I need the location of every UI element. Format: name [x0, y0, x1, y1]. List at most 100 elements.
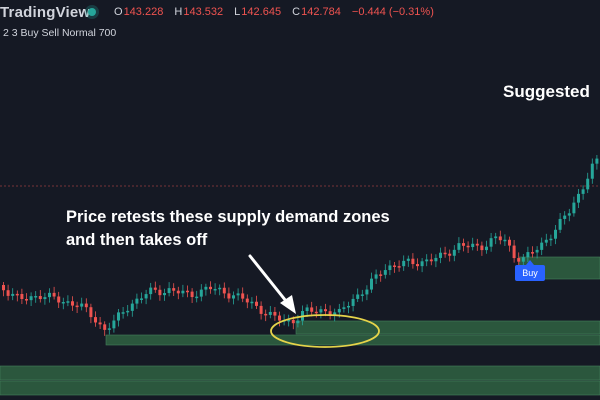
- bull-candle: [526, 252, 530, 258]
- bull-candle: [199, 289, 203, 297]
- bear-candle: [94, 317, 97, 323]
- bear-candle: [531, 252, 534, 254]
- bear-candle: [2, 285, 5, 291]
- bull-candle: [29, 296, 33, 301]
- bull-candle: [563, 215, 567, 219]
- bear-candle: [255, 301, 258, 306]
- bear-candle: [379, 274, 383, 276]
- retest-highlight-ellipse: [270, 314, 380, 348]
- demand-zone-5: [0, 380, 600, 396]
- bull-candle: [494, 236, 498, 239]
- bear-candle: [314, 311, 318, 314]
- bear-candle: [328, 311, 332, 316]
- bull-candle: [218, 287, 222, 290]
- bull-candle: [388, 265, 392, 271]
- bear-candle: [15, 293, 19, 296]
- bull-candle: [471, 243, 475, 248]
- bull-candle: [34, 296, 38, 298]
- bear-candle: [278, 315, 281, 321]
- bull-candle: [581, 189, 585, 194]
- ohlc-low-key: L: [234, 6, 241, 18]
- bear-candle: [416, 264, 419, 267]
- indicator-legend[interactable]: 2 3 Buy Sell Normal 700: [3, 27, 117, 39]
- ohlc-open-key: O: [114, 6, 123, 18]
- bull-candle: [117, 312, 120, 321]
- bear-candle: [52, 292, 56, 297]
- bear-candle: [222, 287, 226, 294]
- bear-candle: [259, 305, 263, 314]
- bull-candle: [365, 289, 369, 295]
- bear-candle: [158, 289, 162, 296]
- bear-candle: [411, 258, 415, 265]
- bear-candle: [57, 296, 61, 303]
- bull-candle: [485, 246, 488, 251]
- bear-candle: [448, 253, 452, 256]
- bear-candle: [512, 245, 516, 259]
- bear-candle: [241, 293, 245, 299]
- ohlc-change-value: −0.444 (−0.31%): [351, 6, 434, 18]
- ohlc-close-key: C: [292, 6, 301, 18]
- bull-candle: [590, 163, 594, 179]
- market-status-dot: [88, 8, 96, 16]
- bull-candle: [439, 252, 442, 258]
- bull-candle: [457, 243, 461, 250]
- bull-candle: [232, 295, 235, 299]
- bull-candle: [370, 278, 373, 290]
- bull-candle: [48, 292, 51, 298]
- bull-candle: [268, 311, 272, 315]
- ohlc-high-value: 143.532: [183, 6, 224, 18]
- bear-candle: [466, 245, 470, 248]
- bear-candle: [393, 265, 396, 267]
- bear-candle: [508, 239, 511, 246]
- retest-annotation-line-1: Price retests these supply demand zones: [66, 208, 390, 226]
- bear-candle: [71, 301, 74, 306]
- bear-candle: [310, 307, 314, 312]
- bull-candle: [383, 270, 387, 275]
- bear-candle: [186, 290, 189, 293]
- ohlc-close-value: 142.784: [301, 6, 341, 18]
- buy-signal-badge[interactable]: Buy: [515, 260, 545, 281]
- bull-candle: [420, 261, 424, 267]
- bull-candle: [130, 303, 134, 311]
- bull-candle: [112, 320, 116, 329]
- bear-candle: [89, 307, 93, 318]
- bear-candle: [517, 258, 521, 262]
- bear-candle: [498, 236, 502, 241]
- bear-candle: [324, 309, 327, 312]
- bear-candle: [75, 305, 79, 308]
- bull-candle: [554, 229, 557, 239]
- bull-candle: [195, 296, 199, 299]
- bear-candle: [176, 290, 180, 294]
- ohlc-open-value: 143.228: [123, 6, 164, 18]
- annotation-arrow: [248, 254, 296, 314]
- ohlc-high-key: H: [174, 6, 183, 18]
- bull-candle: [595, 158, 599, 164]
- demand-zone-1: [105, 334, 600, 346]
- bull-candle: [549, 238, 553, 241]
- bull-candle: [80, 303, 84, 307]
- bear-candle: [103, 324, 107, 330]
- bear-candle: [429, 259, 433, 262]
- bull-candle: [121, 312, 125, 314]
- bear-candle: [6, 290, 10, 296]
- bear-candle: [397, 266, 401, 268]
- bull-candle: [540, 242, 544, 250]
- bull-candle: [489, 238, 493, 247]
- bull-candle: [66, 301, 70, 303]
- bear-candle: [25, 299, 28, 301]
- bull-candle: [144, 294, 148, 299]
- bull-candle: [204, 286, 208, 290]
- bull-candle: [347, 305, 350, 308]
- brand-label: TradingView: [0, 4, 91, 21]
- bull-candle: [351, 298, 355, 306]
- bull-candle: [250, 301, 254, 304]
- bull-candle: [305, 307, 309, 312]
- bull-candle: [521, 257, 525, 262]
- bull-candle: [452, 249, 456, 256]
- bear-candle: [38, 296, 42, 300]
- bear-candle: [475, 243, 479, 246]
- chart-header: TradingView O143.228 H143.532 L142.645 C…: [0, 0, 600, 44]
- bull-candle: [374, 274, 378, 279]
